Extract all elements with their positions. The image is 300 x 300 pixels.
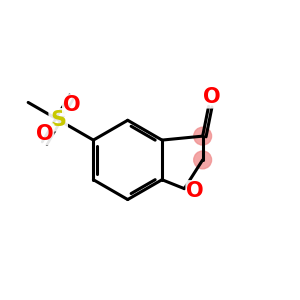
Text: O: O: [36, 124, 53, 145]
Text: O: O: [186, 181, 204, 201]
Text: O: O: [203, 88, 220, 107]
Circle shape: [194, 151, 212, 169]
Text: S: S: [50, 110, 66, 130]
Text: O: O: [63, 95, 81, 115]
Circle shape: [194, 127, 212, 145]
